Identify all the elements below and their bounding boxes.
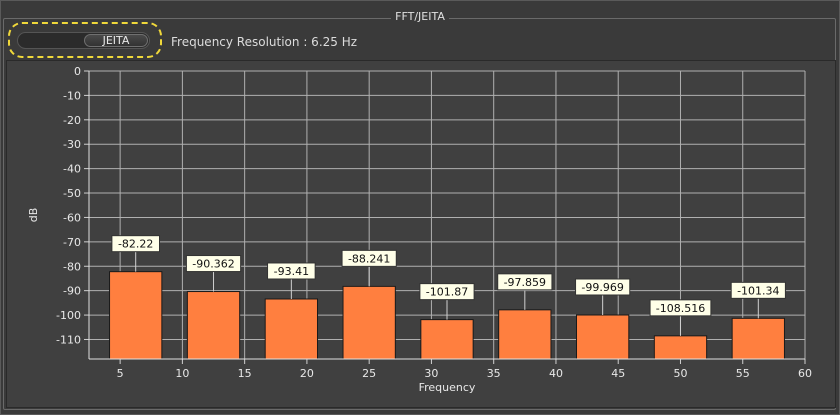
- bar: [731, 317, 785, 360]
- y-tick-label: -40: [63, 163, 81, 176]
- y-tick-label: -110: [56, 333, 81, 346]
- y-tick-label: 0: [74, 65, 81, 78]
- chart-axes: 0 -10 -20 -30 -40 -50 -60 -70 -80 -90 -100 -110 5 10 1…: [27, 65, 812, 394]
- group-title: FFT/JEITA: [0, 10, 840, 23]
- x-tick-label: 40: [549, 367, 563, 380]
- bar: [186, 291, 241, 360]
- data-label: -93.41: [274, 265, 309, 278]
- y-tick-label: -100: [56, 309, 81, 322]
- x-tick-label: 55: [736, 367, 750, 380]
- x-tick-label: 45: [611, 367, 625, 380]
- data-label: -97.859: [504, 276, 546, 289]
- y-tick-label: -20: [63, 114, 81, 127]
- bar: [653, 335, 708, 360]
- x-tick-label: 25: [362, 367, 376, 380]
- y-tick-label: -90: [63, 285, 81, 298]
- data-label-box: [419, 283, 475, 301]
- x-tick-label: 20: [300, 367, 314, 380]
- data-label: -88.241: [348, 252, 390, 265]
- data-label: -101.87: [426, 286, 468, 299]
- bar: [342, 285, 396, 360]
- jeita-toggle[interactable]: JEITA: [17, 32, 150, 49]
- data-label-box: [111, 235, 160, 253]
- x-tick-label: 35: [487, 367, 501, 380]
- fft-bar-chart: -82.22 -90.362 -93.41 -88.241 -101.87 -97.859…: [27, 65, 812, 394]
- data-label-box: [649, 299, 712, 317]
- data-label-box: [730, 281, 786, 299]
- data-label: -101.34: [737, 284, 779, 297]
- data-label-box: [185, 255, 242, 273]
- y-tick-label: -50: [63, 187, 81, 200]
- data-label: -90.362: [192, 258, 234, 271]
- data-label: -82.22: [118, 238, 153, 251]
- y-tick-label: -30: [63, 138, 81, 151]
- y-tick-label: -80: [63, 260, 81, 273]
- bar: [109, 271, 163, 360]
- x-tick-label: 50: [673, 367, 687, 380]
- bar: [264, 298, 318, 360]
- data-label-box: [497, 273, 553, 291]
- bar: [498, 309, 552, 360]
- data-label-box: [267, 262, 316, 280]
- frequency-resolution-label: Frequency Resolution : 6.25 Hz: [171, 35, 358, 49]
- y-tick-label: -60: [63, 211, 81, 224]
- bar: [576, 314, 630, 360]
- y-tick-label: -70: [63, 236, 81, 249]
- data-label-box: [341, 249, 397, 267]
- data-label: -99.969: [581, 281, 623, 294]
- plot-panel: -82.22 -90.362 -93.41 -88.241 -101.87 -97.859…: [6, 60, 836, 408]
- jeita-toggle-knob[interactable]: JEITA: [84, 34, 148, 47]
- chart-value-labels: -82.22 -90.362 -93.41 -88.241 -101.87 -97.859…: [111, 235, 786, 336]
- x-tick-label: 30: [424, 367, 438, 380]
- data-label-box: [575, 278, 631, 296]
- y-tick-label: -10: [63, 89, 81, 102]
- x-tick-label: 15: [238, 367, 252, 380]
- y-axis-label: dB: [27, 208, 40, 223]
- x-tick-label: 10: [175, 367, 189, 380]
- x-tick-label: 60: [798, 367, 812, 380]
- x-tick-label: 5: [117, 367, 124, 380]
- highlight-ring: [8, 22, 162, 58]
- x-axis-label: Frequency: [419, 381, 476, 394]
- data-label: -108.516: [656, 302, 705, 315]
- bar: [420, 319, 474, 360]
